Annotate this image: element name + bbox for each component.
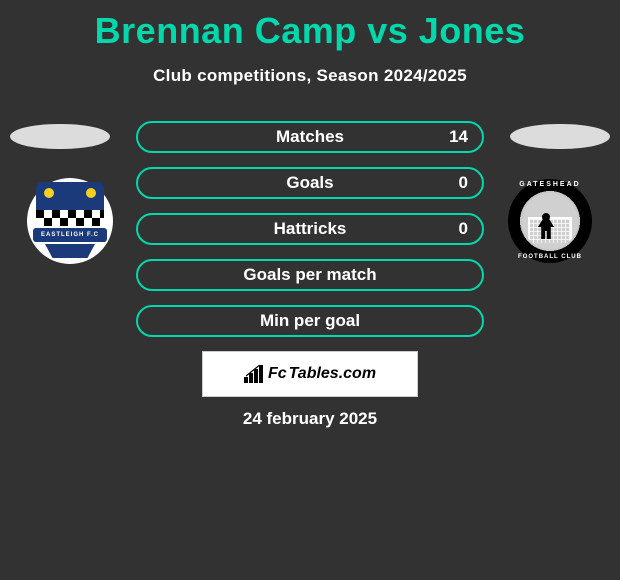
stat-row-goals-per-match: Goals per match bbox=[136, 259, 484, 291]
stat-label: Matches bbox=[276, 127, 344, 147]
gateshead-ring-bottom: FOOTBALL CLUB bbox=[508, 254, 592, 260]
player-right-silhouette bbox=[510, 124, 610, 149]
stats-list: Matches 14 Goals 0 Hattricks 0 Goals per… bbox=[136, 121, 484, 351]
stat-label: Min per goal bbox=[260, 311, 360, 331]
stat-label: Goals per match bbox=[243, 265, 376, 285]
club-badge-left: EASTLEIGH F.C bbox=[20, 178, 120, 264]
subtitle: Club competitions, Season 2024/2025 bbox=[0, 66, 620, 86]
stat-row-hattricks: Hattricks 0 bbox=[136, 213, 484, 245]
club-badge-right: GATESHEAD FOOTBALL CLUB bbox=[500, 178, 600, 264]
comparison-card: Brennan Camp vs Jones Club competitions,… bbox=[0, 0, 620, 580]
date-label: 24 february 2025 bbox=[0, 409, 620, 429]
stat-label: Hattricks bbox=[274, 219, 347, 239]
stat-row-min-per-goal: Min per goal bbox=[136, 305, 484, 337]
stat-label: Goals bbox=[286, 173, 333, 193]
stat-value-right: 14 bbox=[449, 127, 468, 147]
bar-chart-icon bbox=[244, 365, 266, 383]
stat-row-goals: Goals 0 bbox=[136, 167, 484, 199]
stat-row-matches: Matches 14 bbox=[136, 121, 484, 153]
stat-value-right: 0 bbox=[459, 219, 468, 239]
gateshead-crest-icon: GATESHEAD FOOTBALL CLUB bbox=[508, 179, 592, 263]
eastleigh-banner-text: EASTLEIGH F.C bbox=[33, 228, 107, 242]
brand-suffix: Tables.com bbox=[289, 365, 376, 383]
stat-value-right: 0 bbox=[459, 173, 468, 193]
gateshead-ring-top: GATESHEAD bbox=[508, 181, 592, 188]
page-title: Brennan Camp vs Jones bbox=[0, 0, 620, 52]
brand-prefix: Fc bbox=[268, 365, 287, 383]
player-left-silhouette bbox=[10, 124, 110, 149]
brand-watermark: FcTables.com bbox=[202, 351, 418, 397]
eastleigh-crest-icon: EASTLEIGH F.C bbox=[27, 178, 113, 264]
